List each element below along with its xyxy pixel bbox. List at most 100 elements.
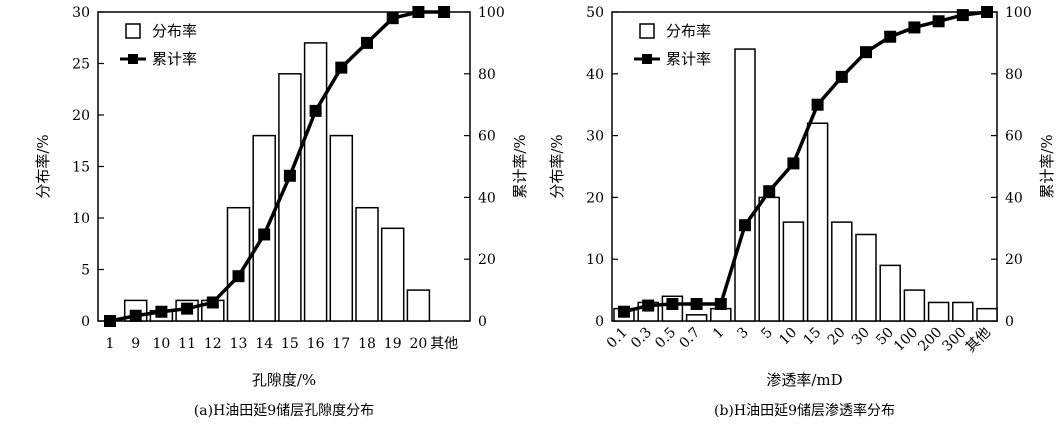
cumulative-point (932, 15, 945, 28)
legend-bar-swatch (125, 23, 141, 39)
cumulative-point (690, 298, 703, 311)
y2-tick-label: 40 (478, 190, 496, 206)
y-tick-label: 25 (72, 57, 90, 73)
bar (855, 233, 877, 322)
y2-tick-label: 60 (478, 129, 496, 145)
y-tick-label: 0 (81, 314, 90, 330)
x-tick-label: 0.3 (628, 325, 655, 352)
bar (903, 289, 926, 322)
x-tick-label: 20 (825, 325, 849, 349)
cumulative-point (884, 30, 897, 43)
x-axis-label: 孔隙度/% (252, 371, 316, 389)
plot-frame (611, 11, 998, 322)
y-tick-label: 40 (586, 67, 604, 83)
y2-axis-label: 累计率/% (511, 134, 529, 198)
bar (329, 134, 354, 322)
cumulative-point (763, 185, 776, 198)
x-tick-label: 其他 (963, 325, 994, 356)
legend-line-label: 累计率 (152, 50, 197, 68)
bar (226, 206, 251, 322)
y2-tick-label: 0 (478, 314, 487, 330)
x-tick-label: 10 (776, 325, 800, 349)
chart-caption: (a)H油田延9储层孔隙度分布 (194, 403, 374, 419)
cumulative-point (412, 6, 425, 18)
cumulative-point (981, 6, 993, 18)
chart-caption: (b)H油田延9储层渗透率分布 (714, 402, 895, 419)
bar (252, 134, 276, 322)
y-tick-label: 20 (586, 190, 604, 206)
cumulative-point (309, 104, 322, 117)
x-tick-label: 13 (230, 336, 248, 352)
x-tick-label: 200 (915, 325, 945, 355)
bar (406, 289, 431, 322)
legend-line-label: 累计率 (666, 50, 711, 68)
cumulative-point (283, 169, 296, 182)
x-tick-label: 3 (734, 325, 752, 343)
cumulative-point (129, 309, 142, 322)
y2-axis-label: 累计率/% (1038, 134, 1056, 198)
bar (976, 307, 998, 322)
cumulative-point (739, 219, 751, 232)
y2-tick-label: 80 (1005, 67, 1023, 83)
cumulative-line (623, 10, 988, 314)
y-axis-label: 分布率/% (34, 134, 52, 198)
x-tick-label: 0.1 (604, 325, 631, 352)
x-tick-label: 16 (307, 336, 325, 352)
x-tick-label: 11 (178, 336, 196, 352)
x-tick-label: 17 (332, 336, 350, 352)
chart-porosity: 0 5 10 15 20 25 30 0 20 40 60 80 100 1 9 10 11 12 13 14 15 16… (34, 5, 529, 419)
cumulative-point (206, 296, 219, 309)
cumulative-point (956, 9, 969, 22)
x-tick-label: 30 (849, 325, 873, 349)
cumulative-point (104, 315, 116, 327)
y-tick-label: 15 (72, 160, 90, 176)
x-tick-label: 15 (281, 336, 299, 352)
y-tick-label: 10 (586, 252, 604, 268)
cumulative-point (335, 61, 348, 74)
y2-tick-label: 40 (1005, 190, 1023, 206)
y-tick-label: 5 (81, 263, 90, 279)
x-tick-label: 0.5 (652, 325, 679, 352)
bar (758, 196, 780, 322)
bar (303, 42, 328, 322)
bar (952, 301, 974, 322)
bar (831, 221, 853, 322)
bar (927, 301, 950, 322)
x-tick-label: 12 (204, 336, 222, 352)
cumulative-point (811, 98, 824, 111)
legend-line-marker (128, 54, 138, 64)
bar (734, 48, 756, 322)
y-tick-label: 20 (72, 108, 90, 124)
y-tick-label: 50 (586, 5, 604, 21)
y2-tick-label: 20 (478, 252, 496, 268)
x-tick-label: 20 (409, 336, 427, 352)
x-tick-label: 18 (358, 336, 376, 352)
bar (710, 307, 732, 322)
x-tick-label: 100 (891, 325, 921, 355)
y2-tick-label: 80 (478, 67, 496, 83)
x-axis-label: 渗透率/mD (766, 371, 842, 389)
cumulative-point (618, 305, 630, 318)
cumulative-point (908, 21, 921, 34)
cumulative-point (438, 6, 451, 18)
cumulative-point (860, 46, 872, 59)
x-tick-label: 300 (939, 325, 969, 355)
bar (806, 122, 829, 322)
y-tick-label: 30 (72, 5, 90, 21)
legend-bar-label: 分布率 (666, 22, 711, 40)
bar (685, 314, 708, 322)
cumulative-point (787, 157, 800, 170)
y-tick-label: 0 (595, 314, 604, 330)
x-tick-label: 9 (131, 336, 140, 352)
y2-tick-label: 100 (478, 5, 505, 21)
x-tick-label: 5 (758, 325, 776, 343)
bar (380, 227, 405, 322)
y2-tick-label: 100 (1005, 5, 1032, 21)
x-tick-label: 15 (801, 325, 825, 349)
cumulative-point (181, 302, 194, 315)
legend-bar-swatch (639, 23, 655, 39)
y-tick-label: 30 (586, 129, 604, 145)
x-tick-label: 0.7 (676, 325, 703, 352)
cumulative-point (232, 270, 245, 283)
